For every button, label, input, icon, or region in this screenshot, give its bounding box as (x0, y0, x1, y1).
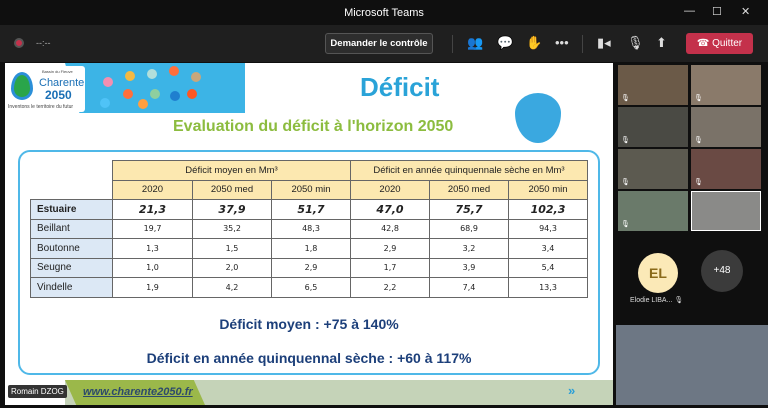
video-tile[interactable]: 🎙 (618, 191, 688, 231)
mic-off-icon: 🎙 (621, 179, 630, 186)
participants-icon[interactable]: 👥 (467, 35, 484, 50)
title-bar: Microsoft Teams — ☐ ✕ (0, 0, 768, 25)
video-tile[interactable]: 🎙 (691, 149, 761, 189)
slide-title: Déficit (360, 72, 440, 102)
column-header: 2050 min (508, 179, 588, 200)
group-header: Déficit moyen en Mm³ (112, 160, 351, 181)
more-participants-button[interactable]: +48 (701, 250, 743, 292)
close-button[interactable]: ✕ (741, 6, 751, 18)
video-tile-active-speaker[interactable] (691, 191, 761, 231)
water-drop-icon (515, 93, 561, 143)
charente-2050-logo: Bassin du Fleuve Charente 2050 Inventons… (7, 66, 85, 112)
meeting-timer: --:-- (36, 38, 51, 48)
mic-off-icon: 🎙 (621, 221, 630, 228)
group-header: Déficit en année quinquennale sèche en M… (350, 160, 588, 181)
column-header: 2050 min (271, 179, 351, 200)
water-drop-icon (11, 72, 33, 100)
mic-off-icon: 🎙 (694, 179, 703, 186)
participant-avatar[interactable]: EL (638, 253, 678, 293)
slide-subtitle: Evaluation du déficit à l'horizon 2050 (173, 118, 454, 135)
maximize-button[interactable]: ☐ (712, 6, 722, 18)
mic-off-icon: 🎙 (694, 137, 703, 144)
video-tile[interactable]: 🎙 (618, 149, 688, 189)
mic-off-icon[interactable]: 🎙 (627, 35, 644, 50)
camera-icon[interactable]: ▮◂ (597, 35, 611, 50)
table-row: Beillant 19,7 35,2 48,3 42,8 68,9 94,3 (30, 218, 588, 239)
more-options-icon[interactable]: ••• (555, 35, 569, 50)
video-tile[interactable]: 🎙 (618, 107, 688, 147)
request-control-button[interactable]: Demander le contrôle (325, 33, 433, 54)
column-header: 2020 (350, 179, 430, 200)
summary-average: Déficit moyen : +75 à 140% (219, 316, 399, 332)
next-arrow-icon: » (568, 383, 576, 398)
table-row: Boutonne 1,3 1,5 1,8 2,9 3,2 3,4 (30, 238, 588, 259)
chat-icon[interactable]: 💬 (497, 35, 514, 50)
column-header: 2020 (112, 179, 193, 200)
table-row: Estuaire 21,3 37,9 51,7 47,0 75,7 102,3 (30, 199, 588, 220)
video-tile[interactable]: 🎙 (691, 65, 761, 105)
window-title: Microsoft Teams (344, 7, 424, 19)
recording-icon (14, 38, 24, 48)
mic-off-icon: 🎙 (621, 137, 630, 144)
video-tile[interactable]: 🎙 (618, 65, 688, 105)
reactions-icon[interactable]: ✋ (526, 35, 543, 50)
mic-off-icon: 🎙 (621, 95, 630, 102)
column-header: 2050 med (429, 179, 509, 200)
mic-off-icon: 🎙 (674, 297, 684, 304)
minimize-button[interactable]: — (684, 5, 695, 17)
deficit-table: Déficit moyen en Mm³ Déficit en année qu… (30, 160, 588, 298)
leave-button[interactable]: ☎ Quitter (686, 33, 753, 54)
summary-dry-year: Déficit en année quinquennal sèche : +60… (146, 350, 472, 366)
website-link[interactable]: www.charente2050.fr (83, 386, 193, 398)
table-row: Seugne 1,0 2,0 2,9 1,7 3,9 5,4 (30, 257, 588, 278)
share-screen-icon[interactable]: ⬆ (656, 35, 667, 50)
mic-off-icon: 🎙 (694, 95, 703, 102)
leave-label: Quitter (712, 38, 743, 49)
presenter-name: Romain DZOG (8, 385, 67, 398)
shared-slide: Bassin du Fleuve Charente 2050 Inventons… (5, 63, 613, 405)
column-header: 2050 med (192, 179, 272, 200)
participant-name: Elodie LIBA... 🎙 (630, 297, 684, 304)
room-video-tile[interactable] (616, 325, 768, 405)
table-row: Vindelle 1,9 4,2 6,5 2,2 7,4 13,3 (30, 277, 588, 298)
meeting-toolbar: --:-- Demander le contrôle 👥 💬 ✋ ••• ▮◂ … (0, 25, 768, 62)
table-frame (18, 150, 600, 375)
video-tile[interactable]: 🎙 (691, 107, 761, 147)
